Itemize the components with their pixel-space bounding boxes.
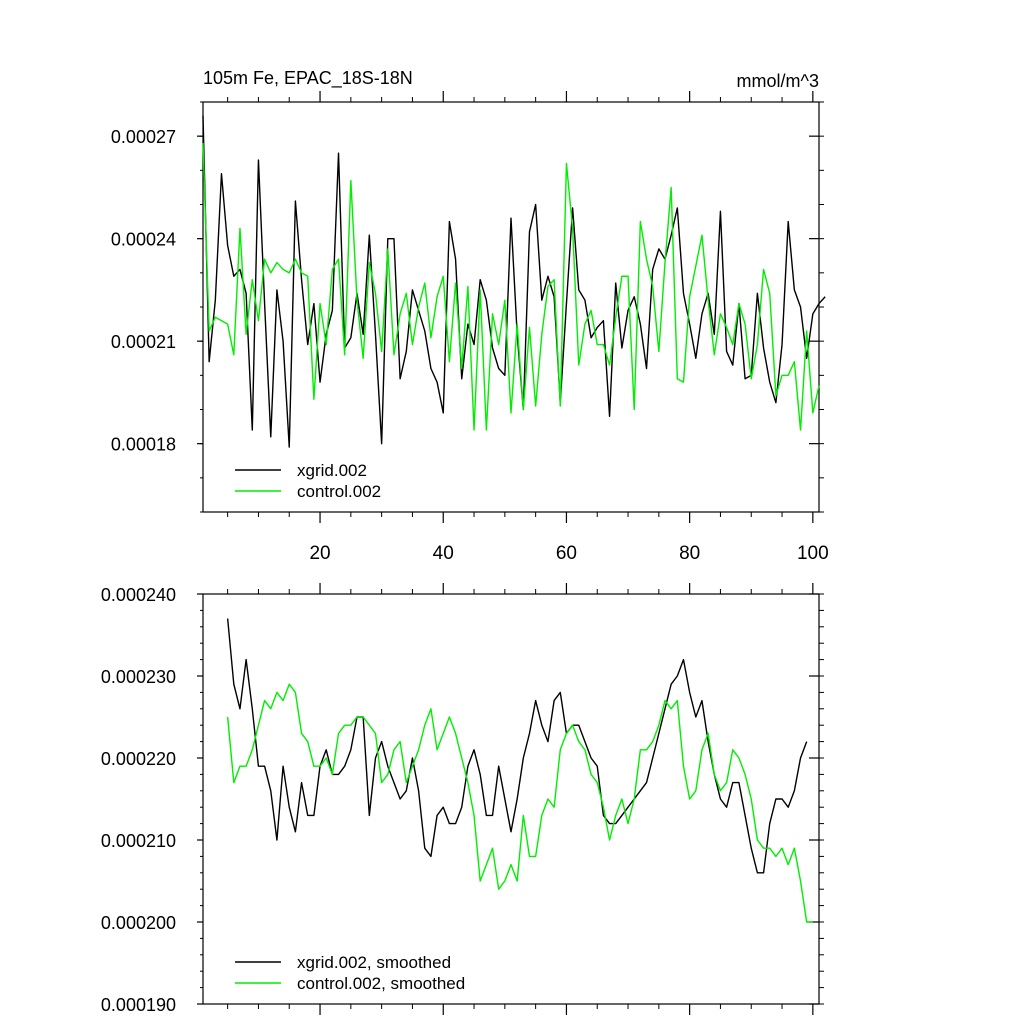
y-tick-label: 0.000240 — [101, 585, 176, 605]
bottom-chart: 0.000200 0.000210 0.000220 0.000230 0.000240… — [101, 583, 824, 1015]
y-tick-label: 0.000190 — [101, 995, 176, 1015]
series-line-control — [202, 142, 820, 431]
bottom-chart-frame — [202, 593, 820, 1005]
legend-label-xgrid: xgrid.002 — [297, 461, 367, 480]
x-tick-label: 40 — [433, 543, 454, 564]
y-tick-label: 0.000200 — [101, 913, 176, 933]
y-tick-label: 0.000210 — [101, 831, 176, 851]
x-tick-label: 80 — [679, 543, 700, 564]
top-chart-x-tick-labels: 20 40 60 80 100 — [309, 543, 828, 564]
x-tick-label: 100 — [797, 543, 829, 564]
series-line-control-smoothed — [226, 683, 813, 923]
y-tick-label: 0.00018 — [111, 435, 176, 455]
top-chart: 105m Fe, EPAC_18S-18N mmol/m^3 0.000180.… — [111, 68, 829, 564]
series-line-xgrid — [202, 115, 826, 448]
series-line-xgrid-smoothed — [226, 618, 808, 874]
top-chart-legend: xgrid.002 control.002 — [235, 461, 381, 501]
top-chart-series-group — [202, 115, 826, 448]
top-chart-title: 105m Fe, EPAC_18S-18N — [203, 68, 413, 89]
top-chart-ticks — [197, 91, 824, 523]
legend-label-control-smoothed: control.002, smoothed — [297, 974, 465, 993]
bottom-chart-legend: xgrid.002, smoothed control.002, smoothe… — [235, 953, 465, 993]
top-chart-y-tick-labels: 0.00018 0.00021 0.00024 0.00027 — [111, 127, 176, 455]
bottom-chart-ticks — [197, 583, 824, 1015]
bottom-chart-y-tick-labels: 0.000200 0.000210 0.000220 0.000230 0.000240… — [101, 585, 176, 1015]
y-tick-label: 0.000220 — [101, 749, 176, 769]
y-tick-label: 0.000230 — [101, 667, 176, 687]
top-chart-units: mmol/m^3 — [737, 71, 819, 91]
y-tick-label: 0.00024 — [111, 230, 176, 250]
legend-label-xgrid-smoothed: xgrid.002, smoothed — [297, 953, 451, 972]
x-tick-label: 60 — [556, 543, 577, 564]
y-tick-label: 0.00027 — [111, 127, 176, 147]
legend-label-control: control.002 — [297, 482, 381, 501]
y-tick-label: 0.00021 — [111, 332, 176, 352]
x-tick-label: 20 — [309, 543, 330, 564]
bottom-chart-series-group — [226, 618, 813, 923]
